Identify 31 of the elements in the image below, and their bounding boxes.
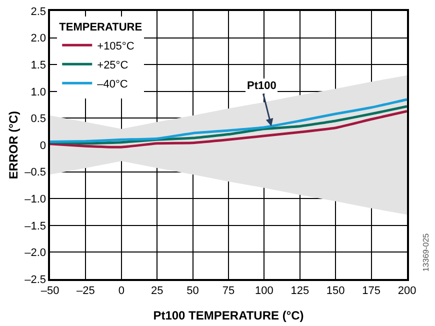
x-tick-label: 200 <box>398 284 416 297</box>
y-tick-label: 1.0 <box>30 86 46 98</box>
x-tick-label: 75 <box>222 284 235 297</box>
y-tick-label: –1.0 <box>24 193 46 206</box>
x-tick-label: 0 <box>118 284 124 297</box>
y-tick-label: 2.5 <box>30 6 46 18</box>
y-tick-label: –2.0 <box>24 247 46 260</box>
y-tick-label: –1.5 <box>24 220 46 232</box>
text: 13369-025 <box>421 232 430 272</box>
x-tick-label: –25 <box>76 284 95 297</box>
legend-label: –40°C <box>97 78 128 90</box>
legend-label: +105°C <box>97 40 134 52</box>
x-tick-label: –50 <box>40 284 60 297</box>
y-tick-label: 0.5 <box>30 113 46 126</box>
x-axis-title: Pt100 TEMPERATURE (°C) <box>153 308 304 322</box>
y-tick-label: 0 <box>40 140 46 152</box>
y-tick-label: 1.5 <box>30 59 46 72</box>
y-tick-label: –2.5 <box>24 274 46 286</box>
y-tick-label: 2.0 <box>30 32 46 45</box>
x-tick-label: 25 <box>150 284 164 297</box>
legend-label: +25°C <box>97 59 128 72</box>
y-tick-label: –0.5 <box>24 166 46 179</box>
line-series <box>50 98 407 144</box>
x-tick-label: 100 <box>255 284 274 297</box>
annotation: Pt100 <box>247 80 276 92</box>
x-tick-label: 150 <box>326 284 345 297</box>
y-axis-title: ERROR (°C) <box>6 110 20 180</box>
x-tick-label: 50 <box>186 284 199 297</box>
legend-title: TEMPERATURE <box>59 22 142 34</box>
x-tick-label: 125 <box>290 284 310 297</box>
x-tick-label: 175 <box>362 284 380 297</box>
